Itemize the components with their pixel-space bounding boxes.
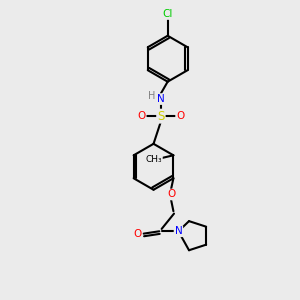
- Text: H: H: [148, 91, 156, 100]
- Text: N: N: [175, 226, 182, 236]
- Text: O: O: [137, 111, 146, 121]
- Text: N: N: [157, 94, 165, 104]
- Text: S: S: [157, 110, 165, 123]
- Text: CH₃: CH₃: [146, 155, 162, 164]
- Text: Cl: Cl: [163, 9, 173, 19]
- Text: O: O: [176, 111, 184, 121]
- Text: O: O: [133, 229, 141, 239]
- Text: O: O: [167, 190, 175, 200]
